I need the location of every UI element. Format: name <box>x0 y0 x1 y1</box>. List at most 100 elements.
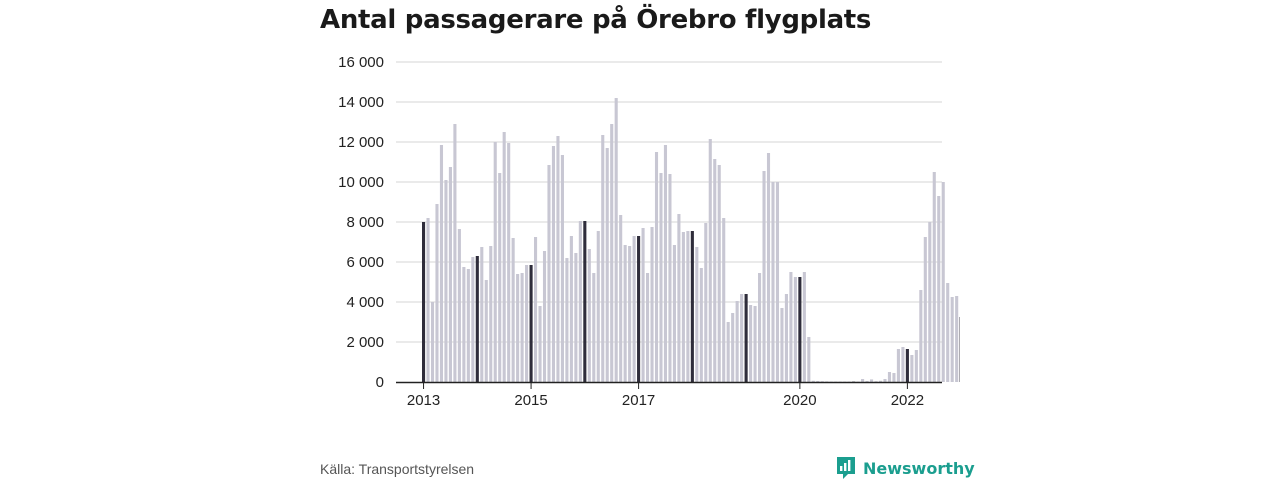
bar <box>480 247 483 382</box>
bar <box>736 301 739 382</box>
bar <box>444 180 447 382</box>
bar <box>476 256 479 382</box>
bar <box>650 227 653 382</box>
bar <box>892 373 895 382</box>
bar <box>610 124 613 382</box>
bar <box>512 238 515 382</box>
bar <box>682 232 685 382</box>
bar <box>807 337 810 382</box>
bar <box>431 302 434 382</box>
bar <box>489 246 492 382</box>
bar <box>458 229 461 382</box>
chart-title: Antal passagerare på Örebro flygplats <box>320 5 871 35</box>
bar <box>628 246 631 382</box>
bar <box>467 269 470 382</box>
bar <box>910 355 913 382</box>
y-tick-label: 2 000 <box>346 334 384 351</box>
bar <box>937 196 940 382</box>
y-tick-label: 4 000 <box>346 294 384 311</box>
bar <box>583 221 586 382</box>
source-text: Källa: Transportstyrelsen <box>320 461 474 477</box>
y-tick-label: 6 000 <box>346 254 384 271</box>
bar <box>942 182 945 382</box>
bar <box>624 245 627 382</box>
bar <box>449 167 452 382</box>
x-tick-label: 2013 <box>407 392 440 409</box>
bar <box>642 228 645 382</box>
x-tick-label: 2017 <box>622 392 655 409</box>
bar <box>422 222 425 382</box>
y-tick-label: 0 <box>376 374 384 391</box>
bar <box>485 280 488 382</box>
bar <box>695 247 698 382</box>
bar <box>565 258 568 382</box>
bar <box>731 313 734 382</box>
bar <box>592 273 595 382</box>
bar <box>516 274 519 382</box>
bar <box>646 273 649 382</box>
bar <box>673 245 676 382</box>
bar <box>933 172 936 382</box>
bar <box>664 145 667 382</box>
bar <box>637 236 640 382</box>
bar <box>498 173 501 382</box>
axes <box>396 382 960 389</box>
bar <box>691 231 694 382</box>
bar <box>740 294 743 382</box>
bar <box>897 349 900 382</box>
bar <box>570 236 573 382</box>
bar <box>901 347 904 382</box>
bar <box>919 290 922 382</box>
bar <box>440 145 443 382</box>
bar <box>785 294 788 382</box>
bar <box>718 165 721 382</box>
bar <box>754 306 757 382</box>
bar <box>767 153 770 382</box>
bar <box>798 277 801 382</box>
bar <box>677 214 680 382</box>
bars <box>422 98 960 382</box>
bar <box>588 249 591 382</box>
bar <box>727 322 730 382</box>
bar <box>888 372 891 382</box>
bar <box>471 257 474 382</box>
bar <box>928 222 931 382</box>
bar <box>955 296 958 382</box>
bar <box>453 124 456 382</box>
bar <box>870 379 873 382</box>
bar <box>552 146 555 382</box>
bar <box>745 294 748 382</box>
bar <box>794 277 797 382</box>
x-tick-label: 2020 <box>783 392 816 409</box>
bar <box>507 143 510 382</box>
bar <box>924 237 927 382</box>
bar <box>574 253 577 382</box>
bar <box>615 98 618 382</box>
bar <box>606 148 609 382</box>
bar <box>709 139 712 382</box>
bar <box>579 221 582 382</box>
bar <box>776 182 779 382</box>
bar <box>789 272 792 382</box>
bar <box>704 223 707 382</box>
y-tick-label: 10 000 <box>338 174 384 191</box>
y-tick-label: 12 000 <box>338 134 384 151</box>
x-tick-label: 2022 <box>891 392 924 409</box>
bar <box>915 350 918 382</box>
y-tick-label: 16 000 <box>338 54 384 71</box>
bar <box>534 237 537 382</box>
bar <box>633 236 636 382</box>
bar <box>700 268 703 382</box>
y-tick-label: 14 000 <box>338 94 384 111</box>
bar <box>547 165 550 382</box>
bar <box>503 132 506 382</box>
bar <box>543 251 546 382</box>
bar <box>946 283 949 382</box>
brand-logo[interactable]: Newsworthy <box>835 455 975 481</box>
bar <box>861 379 864 382</box>
bar <box>758 273 761 382</box>
bar <box>525 265 528 382</box>
bar <box>494 142 497 382</box>
bar <box>906 349 909 382</box>
